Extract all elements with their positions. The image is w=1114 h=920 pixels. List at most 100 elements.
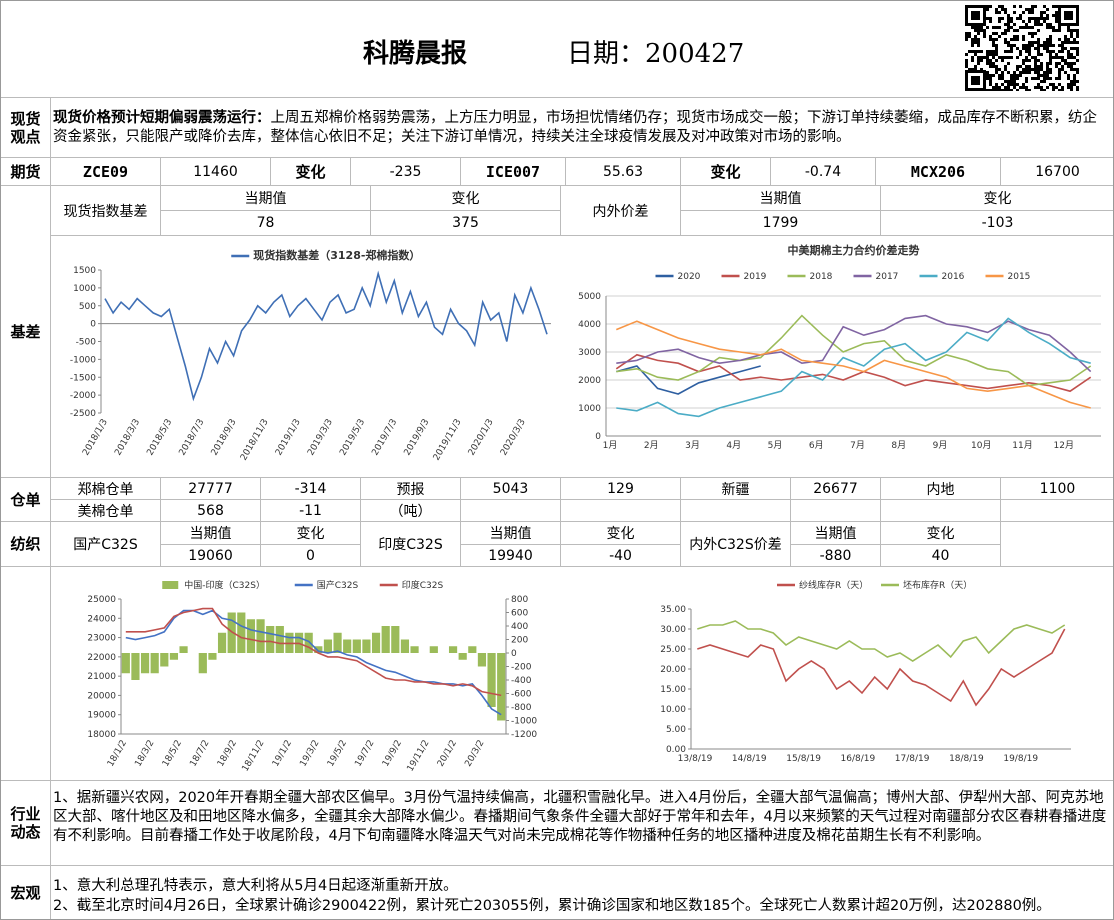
qr-module [971, 68, 974, 71]
bar [429, 646, 438, 653]
qr-module [1025, 23, 1028, 26]
qr-module [998, 56, 1001, 59]
qr-module [995, 26, 998, 29]
qr-module [1046, 71, 1049, 74]
qr-module [1055, 65, 1058, 68]
y-tick-label: 25.00 [660, 645, 686, 655]
qr-module [995, 8, 998, 11]
qr-module [1013, 74, 1016, 77]
qr-module [1028, 26, 1031, 29]
chart: 18000 19000 20000 21000 22000 23000 24000 25000… [87, 579, 537, 774]
qr-module [986, 89, 989, 91]
qr-module [1058, 26, 1061, 29]
qr-module [983, 32, 986, 35]
qr-module [1010, 56, 1013, 59]
qr-module [1034, 77, 1037, 80]
qr-module [1061, 59, 1064, 62]
qr-module [980, 50, 983, 53]
qr-module [1067, 29, 1070, 32]
cell: 5043 [461, 478, 561, 500]
qr-module [1061, 65, 1064, 68]
bar [217, 632, 227, 653]
qr-module [989, 17, 992, 20]
qr-module [971, 38, 974, 41]
cell: 当期值 [681, 186, 881, 211]
cell: 美棉仓单 [51, 500, 161, 522]
y-tick-label: -2000 [70, 391, 96, 401]
legend-label: 2016 [942, 272, 965, 282]
x-tick-label: 7月 [850, 440, 865, 451]
qr-module [1031, 11, 1034, 14]
qr-module [1049, 71, 1052, 74]
y-tick-label: 15.00 [660, 685, 686, 695]
qr-module [974, 41, 977, 44]
cell: -40 [561, 545, 681, 567]
qr-module [1013, 11, 1016, 14]
qr-module [1031, 17, 1034, 20]
x-tick-label: 9月 [933, 440, 948, 451]
qr-module [1004, 41, 1007, 44]
cell: 现货观点 [1, 98, 51, 158]
qr-module [1007, 29, 1010, 32]
cell: 期货 [1, 158, 51, 186]
qr-module [995, 53, 998, 56]
empty-cell [1, 567, 51, 781]
x-tick-label: 18/5/2 [161, 739, 184, 769]
qr-module [1010, 74, 1013, 77]
qr-module [971, 41, 974, 44]
qr-module [1052, 56, 1055, 59]
qr-module [1025, 77, 1028, 80]
qr-module [1064, 59, 1067, 62]
qr-module [1007, 80, 1010, 83]
qr-module [1055, 62, 1058, 65]
bar [458, 653, 467, 660]
bar [179, 646, 188, 653]
qr-module [992, 41, 995, 44]
qr-module [1037, 20, 1040, 23]
qr-module [1049, 35, 1052, 38]
qr-module [1043, 74, 1046, 77]
qr-module [1013, 38, 1016, 41]
y-tick-label: 22000 [87, 653, 116, 663]
qr-module [992, 44, 995, 47]
qr-module [1043, 11, 1046, 14]
x-tick-label: 18/8/19 [949, 754, 984, 764]
qr-module [1058, 38, 1061, 41]
qr-module [1073, 62, 1076, 65]
qr-module [983, 35, 986, 38]
qr-module [995, 83, 998, 86]
cell: 568 [161, 500, 261, 522]
qr-module [1013, 35, 1016, 38]
y-tick-label: -1000 [70, 355, 96, 365]
qr-module [1070, 47, 1073, 50]
qr-module [1058, 56, 1061, 59]
x-tick-label: 4月 [726, 440, 741, 451]
qr-finder [1064, 11, 1073, 20]
qr-module [992, 56, 995, 59]
qr-module [1049, 23, 1052, 26]
qr-module [1049, 68, 1052, 71]
cell: 当期值 [791, 522, 881, 545]
qr-module [1067, 65, 1070, 68]
qr-module [965, 65, 968, 68]
qr-module [1010, 20, 1013, 23]
qr-module [1034, 68, 1037, 71]
qr-module [989, 35, 992, 38]
qr-module [971, 50, 974, 53]
legend-label: 国产C32S [317, 579, 359, 591]
legend-label: 2020 [678, 272, 701, 282]
qr-finder [971, 76, 980, 85]
qr-module [1019, 74, 1022, 77]
qr-module [1046, 23, 1049, 26]
cell: ZCE09 [51, 158, 161, 186]
qr-module [1025, 59, 1028, 62]
bar [198, 653, 207, 674]
empty-cell [1, 186, 1113, 478]
qr-module [1076, 32, 1079, 35]
qr-module [1073, 74, 1076, 77]
qr-module [1037, 53, 1040, 56]
cell: 国产C32S [51, 522, 161, 567]
qr-module [989, 5, 992, 8]
qr-module [1028, 65, 1031, 68]
qr-module [1070, 32, 1073, 35]
